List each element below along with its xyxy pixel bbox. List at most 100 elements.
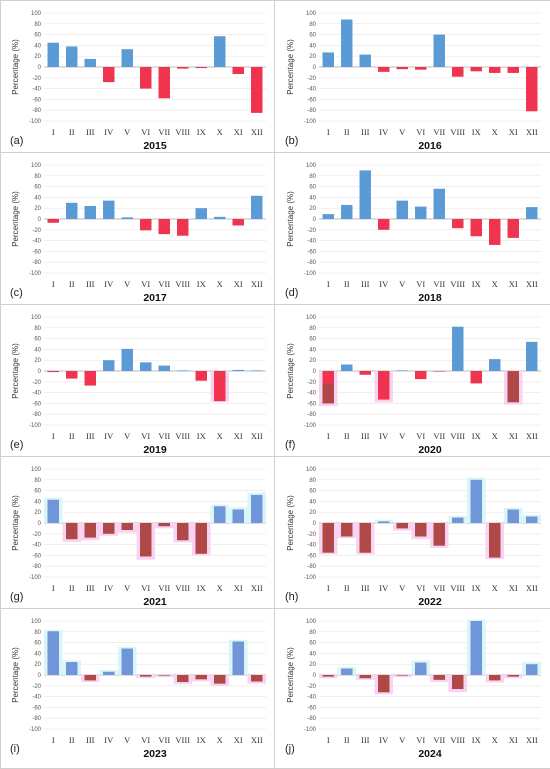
x-category-label: X xyxy=(492,431,498,441)
bar xyxy=(195,67,207,69)
x-category-label: II xyxy=(344,431,350,441)
y-tick-label: 100 xyxy=(31,467,42,473)
chart-panel: 100 80 60 40 20 0 -20 -40 -60 -80 -100 Percentage (… xyxy=(4,460,269,611)
y-tick-label: -80 xyxy=(307,564,316,570)
bar xyxy=(489,67,501,73)
y-tick-label: 0 xyxy=(313,369,317,375)
bar xyxy=(322,675,334,677)
y-axis-label: Percentage (%) xyxy=(286,39,295,95)
y-tick-label: 80 xyxy=(309,478,316,484)
bar-chart-svg: 100 80 60 40 20 0 -20 -40 -60 -80 -100 Percentage (… xyxy=(11,315,266,441)
x-category-label: VIII xyxy=(450,583,465,593)
bar xyxy=(489,219,501,245)
x-category-label: XII xyxy=(526,583,538,593)
bar xyxy=(433,371,445,372)
x-category-label: I xyxy=(52,735,55,745)
bar xyxy=(470,479,482,523)
y-tick-label: -100 xyxy=(304,727,317,733)
y-tick-label: 20 xyxy=(309,358,316,364)
bar-chart-svg: 100 80 60 40 20 0 -20 -40 -60 -80 -100 Percentage (… xyxy=(11,467,266,593)
y-tick-label: -80 xyxy=(32,564,41,570)
bar xyxy=(195,371,207,381)
bar xyxy=(121,523,133,531)
y-tick-label: -40 xyxy=(307,543,316,549)
bar xyxy=(470,219,482,237)
x-category-label: I xyxy=(52,583,55,593)
x-category-label: IX xyxy=(197,279,206,289)
bar-chart-svg: 100 80 60 40 20 0 -20 -40 -60 -80 -100 Percentage (… xyxy=(11,11,266,137)
x-category-label: VI xyxy=(141,127,150,137)
x-category-label: X xyxy=(492,127,498,137)
x-category-label: VI xyxy=(416,279,425,289)
x-category-label: IV xyxy=(379,279,389,289)
y-tick-label: 0 xyxy=(38,521,42,527)
bar xyxy=(526,664,538,675)
bar xyxy=(140,219,152,231)
bar xyxy=(359,170,371,219)
bar xyxy=(195,675,207,680)
x-category-label: VII xyxy=(433,127,445,137)
y-tick-label: 80 xyxy=(34,22,41,28)
y-tick-label: 0 xyxy=(38,65,42,71)
bar-overlay xyxy=(322,383,334,404)
bar xyxy=(195,208,207,219)
x-category-label: X xyxy=(217,431,223,441)
x-category-label: XII xyxy=(526,431,538,441)
x-category-label: IX xyxy=(472,279,481,289)
y-tick-label: 60 xyxy=(309,33,316,39)
bar xyxy=(452,326,464,371)
x-category-label: VIII xyxy=(175,735,190,745)
x-category-label: XII xyxy=(251,735,263,745)
bar xyxy=(396,67,408,70)
bar xyxy=(378,521,390,523)
bar xyxy=(84,523,96,538)
x-category-label: XII xyxy=(251,279,263,289)
x-category-label: I xyxy=(327,583,330,593)
y-tick-label: -60 xyxy=(307,553,316,559)
x-category-label: III xyxy=(86,431,95,441)
bar xyxy=(232,219,244,226)
bar xyxy=(396,200,408,219)
y-tick-label: -40 xyxy=(32,239,41,245)
chart-panel: 100 80 60 40 20 0 -20 -40 -60 -80 -100 Percentage (… xyxy=(4,308,269,459)
y-tick-label: 0 xyxy=(313,521,317,527)
bar xyxy=(359,523,371,553)
bar xyxy=(214,216,226,219)
bar xyxy=(177,675,189,683)
y-tick-label: -80 xyxy=(307,412,316,418)
y-tick-label: -100 xyxy=(304,575,317,581)
y-tick-label: -100 xyxy=(304,271,317,277)
y-tick-label: -100 xyxy=(29,423,42,429)
y-tick-label: -60 xyxy=(32,97,41,103)
bar xyxy=(359,371,371,375)
x-category-label: III xyxy=(86,735,95,745)
bar xyxy=(232,369,244,371)
bar xyxy=(232,509,244,523)
bar-chart-svg: 100 80 60 40 20 0 -20 -40 -60 -80 -100 Percentage (… xyxy=(286,11,541,137)
x-category-label: VI xyxy=(416,127,425,137)
bar xyxy=(526,207,538,219)
y-tick-label: 100 xyxy=(306,619,317,625)
bar xyxy=(177,523,189,541)
y-tick-label: -20 xyxy=(32,684,41,690)
bar xyxy=(103,67,115,83)
x-category-label: III xyxy=(361,279,370,289)
panel-letter: (e) xyxy=(10,439,24,451)
x-category-label: V xyxy=(124,127,131,137)
bar xyxy=(103,671,115,675)
bar xyxy=(47,42,59,67)
x-category-label: XII xyxy=(526,735,538,745)
y-tick-label: 0 xyxy=(313,65,317,71)
x-category-label: V xyxy=(399,279,406,289)
x-category-label: X xyxy=(217,127,223,137)
y-tick-label: -80 xyxy=(307,108,316,114)
bar xyxy=(47,371,59,373)
bar xyxy=(121,49,133,67)
x-category-label: II xyxy=(344,735,350,745)
x-category-label: XII xyxy=(526,127,538,137)
panel-letter: (j) xyxy=(285,743,295,755)
y-tick-label: 40 xyxy=(309,651,316,657)
bar xyxy=(396,523,408,529)
y-tick-label: 80 xyxy=(34,478,41,484)
y-tick-label: 0 xyxy=(313,217,317,223)
